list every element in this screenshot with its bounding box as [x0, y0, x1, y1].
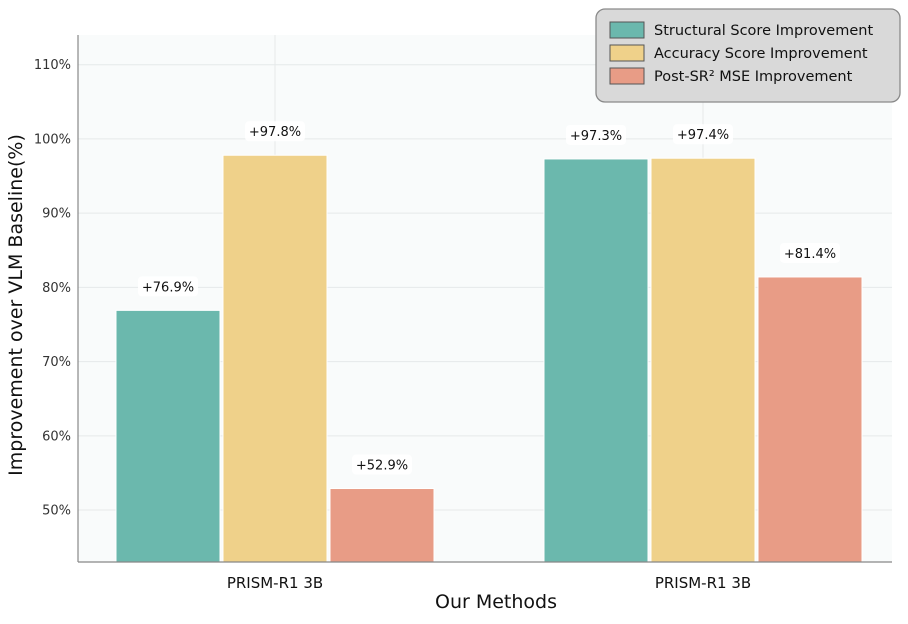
bar [329, 488, 435, 563]
y-tick-label: 100% [34, 132, 71, 147]
y-ticks: 50% 60% 70% 80% 90% 100% 110% [34, 58, 71, 518]
y-tick-label: 50% [42, 504, 71, 519]
y-tick-label: 110% [34, 58, 71, 73]
x-axis-title: Our Methods [435, 591, 557, 613]
y-axis-title: Improvement over VLM Baseline(%) [5, 134, 27, 476]
data-label: +97.8% [249, 125, 301, 140]
legend-swatch [609, 44, 645, 62]
data-labels: +76.9% +97.8% +52.9% +97.3% +97.4% +81.4% [138, 121, 840, 475]
legend-swatch [609, 67, 645, 85]
y-tick-label: 60% [42, 429, 71, 444]
data-label: +81.4% [784, 247, 836, 262]
bar [543, 158, 649, 563]
data-label: +52.9% [356, 459, 408, 474]
legend-swatch [609, 21, 645, 39]
y-tick-label: 80% [42, 281, 71, 296]
legend-label: Structural Score Improvement [654, 23, 873, 39]
x-tick-labels: PRISM-R1 3B PRISM-R1 3B [227, 574, 751, 592]
legend-label: Accuracy Score Improvement [654, 46, 868, 62]
legend-box [595, 8, 901, 103]
bar [222, 154, 328, 563]
bars [115, 154, 863, 563]
data-label-box [352, 454, 412, 475]
legend-label: Post-SR² MSE Improvement [654, 69, 853, 85]
y-tick-label: 90% [42, 207, 71, 222]
bar [757, 276, 863, 563]
bar [115, 309, 221, 563]
data-label-box [673, 124, 733, 145]
bar [650, 157, 756, 563]
data-label: +76.9% [142, 280, 194, 295]
data-label: +97.4% [677, 128, 729, 143]
data-label-box [138, 276, 198, 297]
data-label-box [566, 124, 626, 145]
legend: Structural Score Improvement Accuracy Sco… [595, 8, 901, 103]
x-tick-label: PRISM-R1 3B [655, 574, 751, 592]
y-tick-label: 70% [42, 355, 71, 370]
x-tick-label: PRISM-R1 3B [227, 574, 323, 592]
data-label: +97.3% [570, 129, 622, 144]
data-label-box [780, 242, 840, 263]
data-label-box [245, 121, 305, 142]
